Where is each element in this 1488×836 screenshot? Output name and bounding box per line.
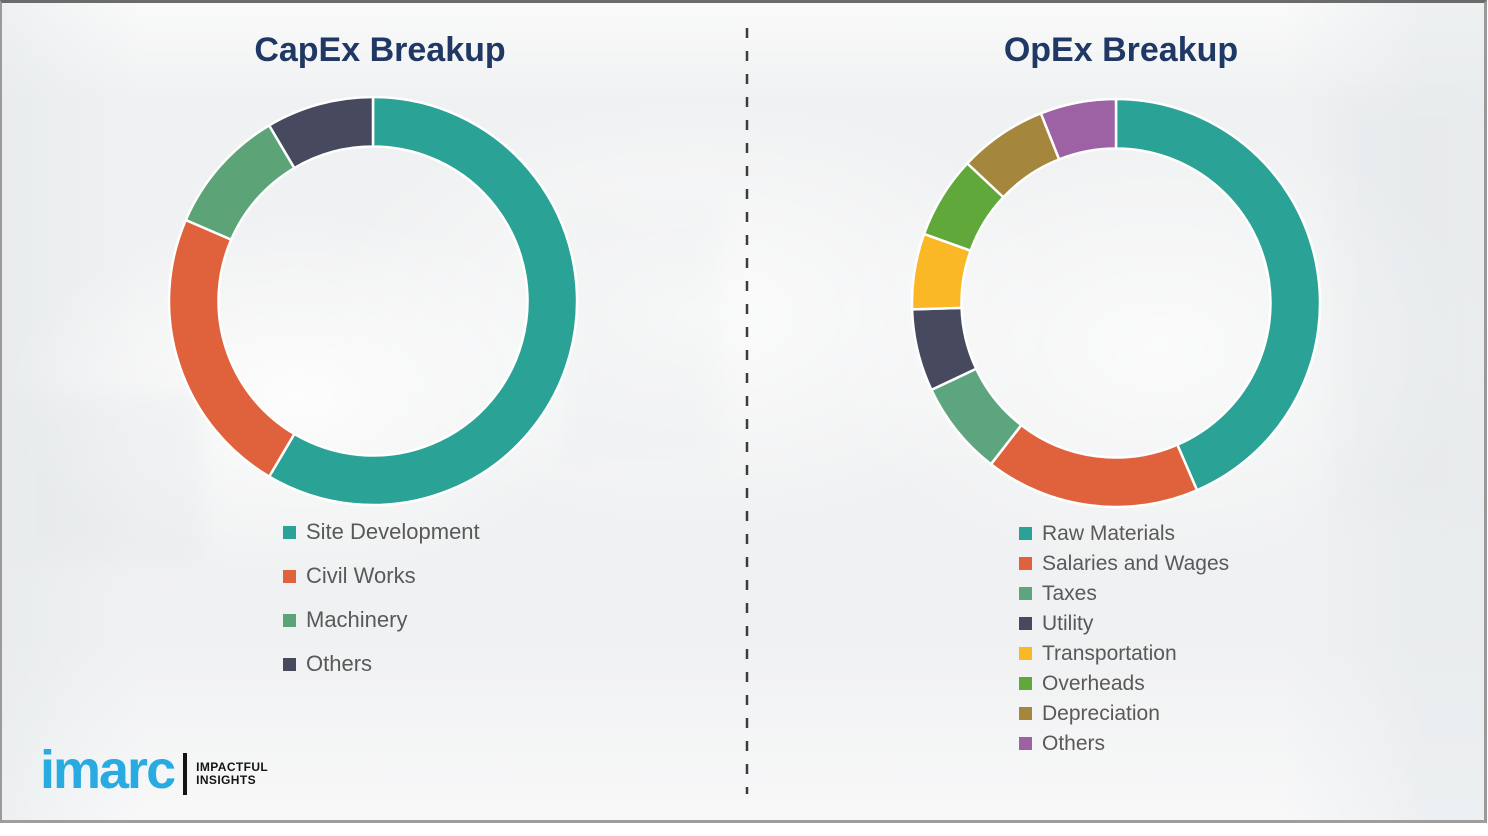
legend-item: Machinery	[283, 598, 480, 642]
legend-item: Civil Works	[283, 554, 480, 598]
legend-swatch-icon	[1019, 706, 1032, 720]
legend-swatch-icon	[283, 525, 296, 539]
tagline-line1: IMPACTFUL	[196, 760, 269, 774]
legend-label: Site Development	[306, 519, 480, 544]
legend-label: Transportation	[1042, 641, 1177, 665]
legend-label: Others	[1042, 731, 1106, 755]
legend-label: Salaries and Wages	[1042, 551, 1230, 575]
donut-segment-site-development	[267, 95, 579, 507]
legend-swatch-icon	[1019, 586, 1032, 600]
legend-swatch-icon	[1019, 526, 1032, 540]
legend-item: Transportation	[1019, 638, 1229, 668]
legend-swatch-icon	[1019, 736, 1032, 750]
legend-item: Taxes	[1019, 578, 1229, 608]
opex-legend: Raw Materials Salaries and Wages Taxes U…	[1019, 518, 1229, 758]
legend-label: Raw Materials	[1042, 521, 1176, 545]
capex-donut-chart	[167, 95, 579, 507]
legend-item: Raw Materials	[1019, 518, 1229, 548]
legend-item: Salaries and Wages	[1019, 548, 1229, 578]
donut-segment-civil-works	[167, 218, 296, 478]
legend-swatch-icon	[1019, 616, 1032, 630]
legend-label: Others	[306, 651, 373, 676]
logo-tagline: IMPACTFUL INSIGHTS	[196, 761, 268, 787]
legend-label: Machinery	[306, 607, 408, 632]
watermark-blob	[1332, 93, 1472, 513]
tagline-line2: INSIGHTS	[196, 773, 256, 787]
legend-label: Taxes	[1042, 581, 1097, 605]
legend-item: Others	[283, 642, 480, 686]
donut-segment-raw-materials	[1114, 97, 1322, 492]
legend-swatch-icon	[283, 657, 296, 671]
logo-divider-bar	[183, 753, 188, 795]
legend-item: Site Development	[283, 510, 480, 554]
donut-segment-salaries-and-wages	[989, 423, 1199, 509]
legend-label: Depreciation	[1042, 701, 1160, 725]
legend-label: Overheads	[1042, 671, 1145, 695]
legend-item: Utility	[1019, 608, 1229, 638]
legend-swatch-icon	[1019, 646, 1032, 660]
legend-swatch-icon	[283, 569, 296, 583]
capex-legend: Site Development Civil Works Machinery O…	[283, 510, 480, 686]
imarc-logo: imarc IMPACTFUL INSIGHTS	[40, 743, 268, 797]
opex-donut-chart	[910, 97, 1322, 509]
opex-chart-title: OpEx Breakup	[1003, 31, 1239, 69]
legend-label: Utility	[1042, 611, 1094, 635]
legend-swatch-icon	[1019, 556, 1032, 570]
watermark-blob	[12, 393, 202, 563]
legend-item: Depreciation	[1019, 698, 1229, 728]
legend-swatch-icon	[283, 613, 296, 627]
watermark-blob	[562, 203, 722, 463]
capex-chart-title: CapEx Breakup	[254, 31, 506, 69]
dashed-divider-line	[745, 28, 749, 794]
legend-item: Overheads	[1019, 668, 1229, 698]
legend-item: Others	[1019, 728, 1229, 758]
legend-label: Civil Works	[306, 563, 416, 588]
donut-segment-others	[267, 95, 375, 170]
donut-segment-others	[1039, 97, 1118, 161]
imarc-brand-text: imarc	[40, 740, 176, 800]
legend-swatch-icon	[1019, 676, 1032, 690]
